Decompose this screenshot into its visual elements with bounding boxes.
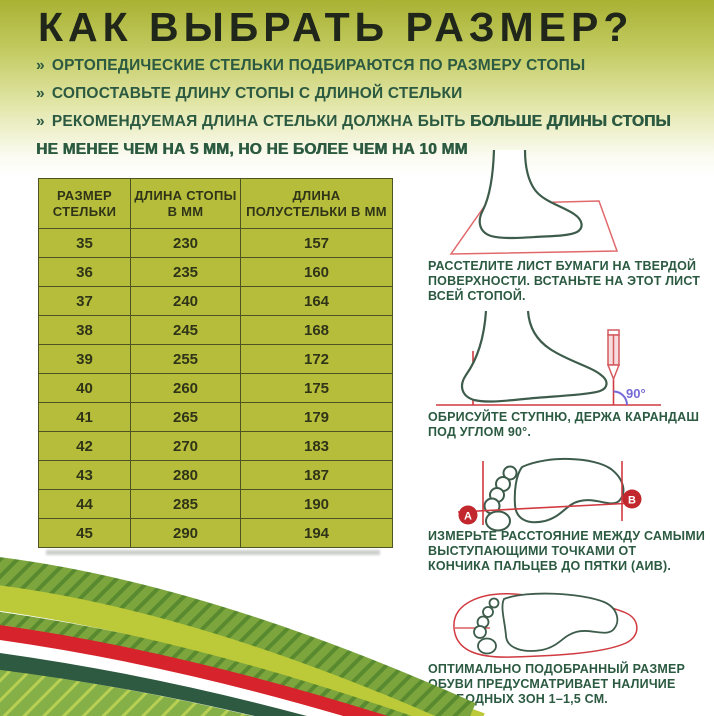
decorative-waves (0, 557, 485, 716)
paper-sheet-outline (449, 200, 619, 255)
table-row: 39 255 172 (38, 344, 393, 374)
table-row: 35 230 157 (38, 228, 393, 258)
table-cell: 40 (38, 373, 131, 403)
table-cell: 164 (240, 286, 393, 316)
foot-outline (478, 150, 583, 240)
table-shadow (46, 550, 380, 555)
column-header-foot-length: ДЛИНА СТОПЫ В ММ (130, 178, 241, 229)
table-cell: 230 (130, 228, 241, 258)
foot-outline (460, 310, 608, 403)
step-3-illustration-wrap: А В (428, 448, 660, 550)
table-row: 45 290 194 (38, 518, 393, 548)
wave-fill-green (0, 669, 253, 716)
bullet-text: ОРТОПЕДИЧЕСКИЕ СТЕЛЬКИ ПОДБИРАЮТСЯ ПО РА… (51, 57, 586, 74)
step-2-caption: ОБРИСУЙТЕ СТУПНЮ, ДЕРЖА КАРАНДАШ ПОД УГЛ… (428, 410, 700, 439)
table-header-row: РАЗМЕР СТЕЛЬКИ ДЛИНА СТОПЫ В ММ ДЛИНА ПО… (38, 178, 393, 229)
table-cell: 235 (130, 257, 241, 287)
table-cell: 160 (240, 257, 393, 287)
step-4-illustration-wrap (432, 586, 647, 666)
table-cell: 38 (38, 315, 131, 345)
table-cell: 245 (130, 315, 241, 345)
foot-with-pencil-illustration: 90° (436, 310, 661, 406)
footprint-outline (473, 592, 619, 655)
wave-hatched-thin (0, 611, 431, 716)
step-1-illustration-wrap (438, 150, 638, 258)
header-background (0, 0, 714, 178)
table-row: 43 280 187 (38, 460, 393, 490)
bullet-marker: » (36, 57, 45, 74)
insole-outline (453, 593, 638, 658)
table-cell: 172 (240, 344, 393, 374)
size-table: РАЗМЕР СТЕЛЬКИ ДЛИНА СТОПЫ В ММ ДЛИНА ПО… (38, 178, 393, 548)
table-cell: 157 (240, 228, 393, 258)
point-a-marker: А (458, 505, 478, 525)
table-cell: 190 (240, 489, 393, 519)
table-row: 44 285 190 (38, 489, 393, 519)
table-row: 42 270 183 (38, 431, 393, 461)
point-b-label: В (628, 495, 636, 507)
step-2-illustration-wrap: 90° (428, 305, 668, 410)
page-title: КАК ВЫБРАТЬ РАЗМЕР? (38, 4, 634, 50)
bullet-item: » СОПОСТАВЬТЕ ДЛИНУ СТОПЫ С ДЛИНОЙ СТЕЛЬК… (36, 80, 694, 108)
table-cell: 36 (38, 257, 131, 287)
pencil-icon (606, 329, 621, 382)
table-cell: 37 (38, 286, 131, 316)
table-row: 37 240 164 (38, 286, 393, 316)
table-cell: 265 (130, 402, 241, 432)
column-header-half-insole-length: ДЛИНА ПОЛУСТЕЛЬКИ В ММ (240, 178, 393, 229)
table-cell: 168 (240, 315, 393, 345)
point-b-marker: В (622, 489, 642, 509)
bullet-marker: » (36, 85, 45, 102)
table-cell: 175 (240, 373, 393, 403)
bullet-text: РЕКОМЕНДУЕМАЯ ДЛИНА СТЕЛЬКИ ДОЛЖНА БЫТЬ (51, 113, 471, 130)
foot-on-paper-illustration (449, 150, 619, 255)
table-row: 40 260 175 (38, 373, 393, 403)
size-table-body: 35 230 157 36 235 160 37 240 164 38 245 168 39 255 172… (38, 228, 393, 548)
table-cell: 42 (38, 431, 131, 461)
wave-red (0, 624, 395, 716)
step-3-caption: ИЗМЕРЬТЕ РАССТОЯНИЕ МЕЖДУ САМЫМИ ВЫСТУПА… (428, 529, 705, 573)
table-cell: 179 (240, 402, 393, 432)
table-cell: 290 (130, 518, 241, 548)
table-cell: 187 (240, 460, 393, 490)
angle-label: 90° (626, 386, 646, 401)
footprint-in-insole-illustration (453, 592, 638, 658)
table-cell: 280 (130, 460, 241, 490)
table-cell: 285 (130, 489, 241, 519)
table-cell: 45 (38, 518, 131, 548)
table-row: 36 235 160 (38, 257, 393, 287)
table-cell: 194 (240, 518, 393, 548)
bullet-list: » ОРТОПЕДИЧЕСКИЕ СТЕЛЬКИ ПОДБИРАЮТСЯ ПО Р… (36, 52, 694, 164)
table-cell: 260 (130, 373, 241, 403)
bullet-text: СОПОСТАВЬТЕ ДЛИНУ СТОПЫ С ДЛИНОЙ СТЕЛЬКИ (51, 85, 463, 102)
table-row: 38 245 168 (38, 315, 393, 345)
footprint-measure-illustration: А В (457, 458, 642, 532)
wave-white (0, 639, 356, 716)
table-cell: 44 (38, 489, 131, 519)
table-cell: 240 (130, 286, 241, 316)
table-cell: 41 (38, 402, 131, 432)
table-row: 41 265 179 (38, 402, 393, 432)
wave-dark-green (0, 652, 324, 716)
table-cell: 255 (130, 344, 241, 374)
footprint-outline (483, 458, 625, 532)
table-cell: 183 (240, 431, 393, 461)
bullet-item: » РЕКОМЕНДУЕМАЯ ДЛИНА СТЕЛЬКИ ДОЛЖНА БЫТЬ… (36, 108, 694, 164)
wave-hatched-outer (0, 557, 476, 716)
table-cell: 270 (130, 431, 241, 461)
point-a-label: А (464, 511, 472, 523)
column-header-insole-size: РАЗМЕР СТЕЛЬКИ (38, 178, 131, 229)
measure-line (457, 502, 635, 513)
table-cell: 39 (38, 344, 131, 374)
step-1-caption: РАССТЕЛИТЕ ЛИСТ БУМАГИ НА ТВЕРДОЙ ПОВЕРХ… (428, 259, 701, 303)
bullet-text-bold: БОЛЬШЕ ДЛИНЫ СТОПЫ НЕ МЕНЕЕ ЧЕМ НА 5 ММ,… (36, 113, 671, 158)
table-cell: 35 (38, 228, 131, 258)
bullet-item: » ОРТОПЕДИЧЕСКИЕ СТЕЛЬКИ ПОДБИРАЮТСЯ ПО Р… (36, 52, 694, 80)
angle-arc (613, 390, 628, 406)
bullet-marker: » (36, 113, 45, 130)
table-cell: 43 (38, 460, 131, 490)
